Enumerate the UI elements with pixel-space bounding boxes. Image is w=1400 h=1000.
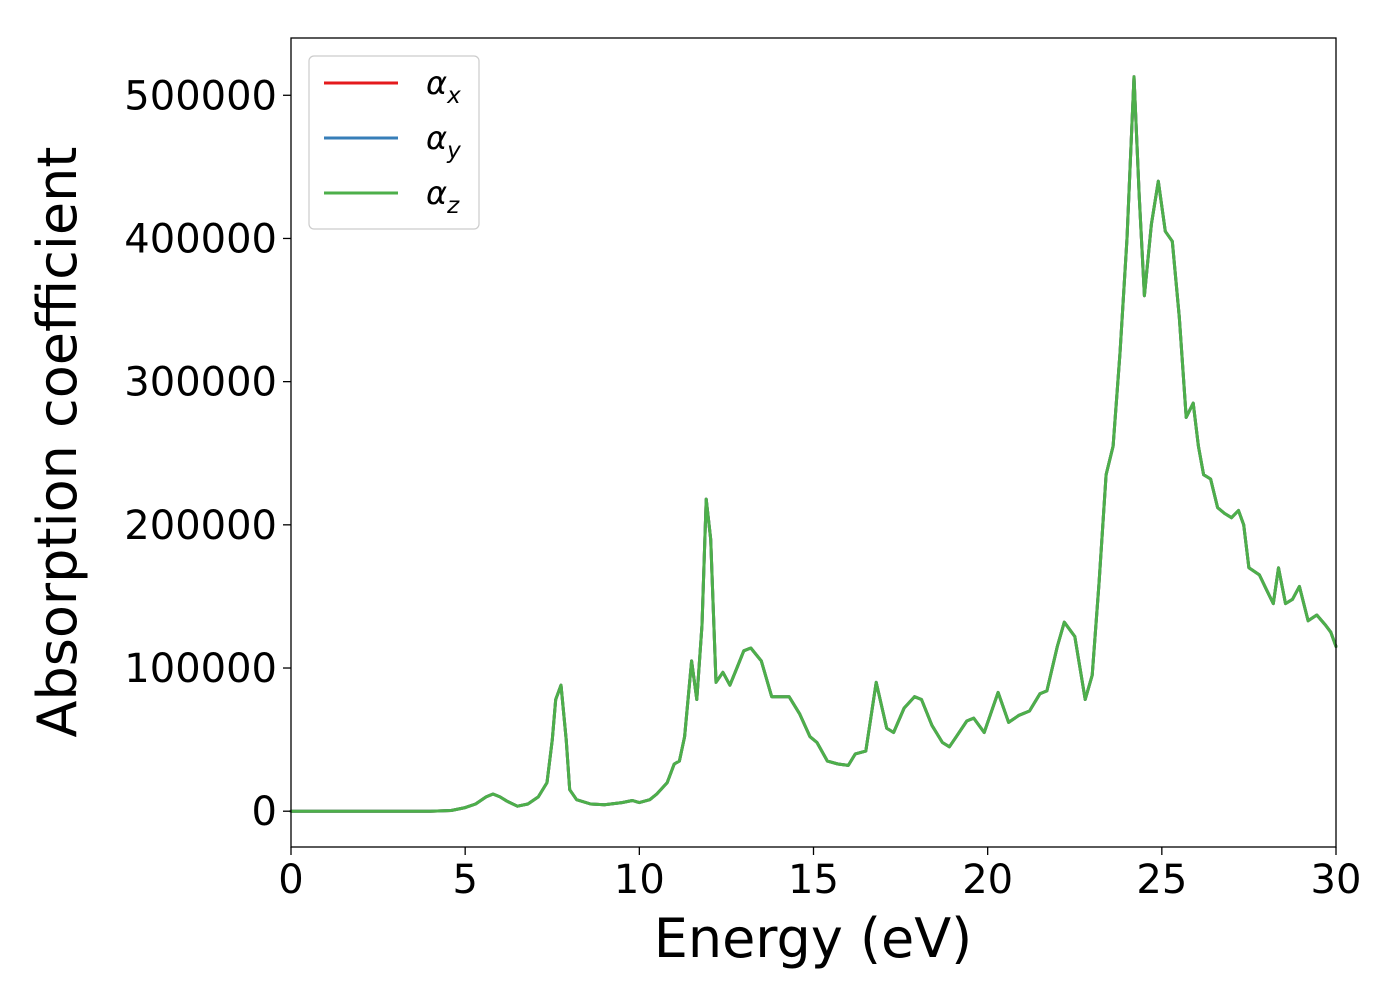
x-tick-label: 20: [962, 857, 1013, 903]
x-axis: 0 5 10 15 20 25 30: [278, 847, 1361, 903]
x-tick-label: 25: [1136, 857, 1187, 903]
x-axis-label: Energy (eV): [654, 907, 973, 970]
legend-box: [308, 55, 480, 230]
x-tick-label: 0: [278, 857, 303, 903]
x-tick-label: 15: [788, 857, 839, 903]
x-tick-label: 30: [1311, 857, 1362, 903]
x-tick-label: 5: [452, 857, 477, 903]
series-line-alpha-z: [289, 75, 1338, 813]
x-tick-label: 10: [614, 857, 665, 903]
y-axis: 0 100000 200000 300000 400000 500000: [124, 73, 291, 835]
y-axis-label: Absorption coefficient: [26, 147, 89, 738]
plot-lines: [289, 75, 1338, 813]
y-tick-label: 300000: [124, 360, 277, 406]
y-tick-label: 200000: [124, 503, 277, 549]
y-tick-label: 0: [252, 789, 277, 835]
y-tick-label: 500000: [124, 73, 277, 119]
y-tick-label: 400000: [124, 216, 277, 262]
y-tick-label: 100000: [124, 646, 277, 692]
